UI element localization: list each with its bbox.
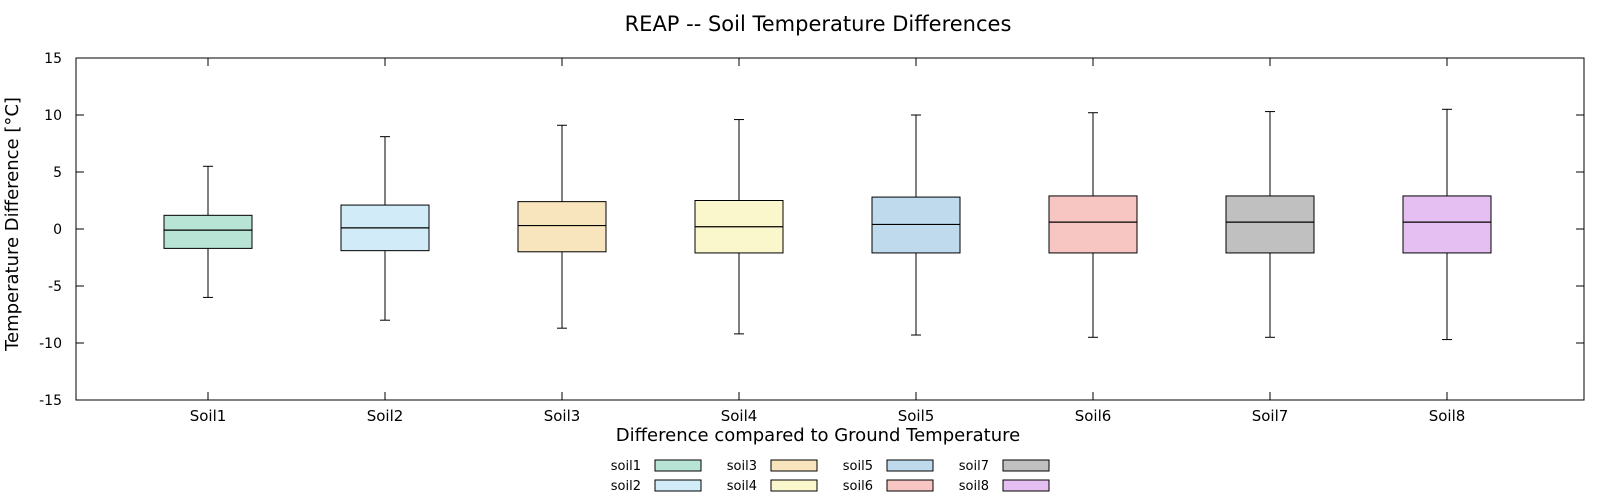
legend-swatch (770, 479, 818, 492)
legend-swatch (1002, 479, 1050, 492)
x-tick-label: Soil8 (1429, 407, 1466, 425)
x-axis-label: Difference compared to Ground Temperatur… (616, 425, 1020, 446)
y-tick-label: -10 (39, 336, 62, 352)
box-soil2 (340, 58, 430, 400)
box-soil7 (1225, 58, 1315, 400)
legend-swatch (770, 459, 818, 472)
y-tick-label: 5 (53, 165, 62, 181)
y-ticks: -15 -10 -5 0 5 10 15 (39, 51, 1584, 409)
legend-label: soil2 (611, 479, 641, 494)
boxes (163, 58, 1492, 400)
box-soil8 (1402, 58, 1492, 400)
box-body (163, 214, 253, 249)
legend-item-soil5: soil5 (843, 459, 934, 474)
legend-item-soil4: soil4 (727, 479, 818, 494)
y-tick-label: 15 (44, 51, 62, 67)
legend-swatch (1002, 459, 1050, 472)
legend-label: soil6 (843, 479, 873, 494)
legend-label: soil1 (611, 459, 641, 474)
legend-label: soil4 (727, 479, 757, 494)
legend-label: soil8 (959, 479, 989, 494)
y-tick-label: -5 (48, 279, 62, 295)
legend-item-soil1: soil1 (611, 459, 702, 474)
x-category-labels: Soil1 Soil2 Soil3 Soil4 Soil5 Soil6 Soil7 Soil8 (190, 407, 1466, 425)
x-tick-label: Soil5 (898, 407, 935, 425)
box-body (517, 201, 607, 253)
legend-swatch (886, 459, 934, 472)
y-axis-label: Temperature Difference [°C] (2, 97, 23, 352)
x-tick-label: Soil3 (544, 407, 581, 425)
x-tick-label: Soil6 (1075, 407, 1112, 425)
legend-item-soil2: soil2 (611, 479, 702, 494)
legend-swatch (886, 479, 934, 492)
x-tick-label: Soil7 (1252, 407, 1289, 425)
legend: soil1 soil2 soil3 soil4 soil5 soil6 soil7 soil8 (611, 459, 1050, 494)
plot-frame (75, 57, 1585, 401)
legend-label: soil3 (727, 459, 757, 474)
legend-item-soil7: soil7 (959, 459, 1050, 474)
box-soil6 (1048, 58, 1138, 400)
legend-swatch (654, 479, 702, 492)
legend-item-soil8: soil8 (959, 479, 1050, 494)
x-tick-label: Soil1 (190, 407, 227, 425)
legend-label: soil5 (843, 459, 873, 474)
legend-item-soil3: soil3 (727, 459, 818, 474)
y-tick-label: 0 (53, 222, 62, 238)
x-tick-label: Soil2 (367, 407, 404, 425)
box-body (1048, 195, 1138, 254)
box-soil1 (163, 58, 253, 400)
y-tick-label: 10 (44, 108, 62, 124)
chart-title: REAP -- Soil Temperature Differences (625, 12, 1012, 36)
legend-item-soil6: soil6 (843, 479, 934, 494)
x-tick-label: Soil4 (721, 407, 758, 425)
box-soil3 (517, 58, 607, 400)
box-soil4 (694, 58, 784, 400)
y-tick-label: -15 (39, 393, 62, 409)
box-body (1225, 195, 1315, 254)
legend-swatch (654, 459, 702, 472)
legend-label: soil7 (959, 459, 989, 474)
box-body (1402, 195, 1492, 254)
box-soil5 (871, 58, 961, 400)
